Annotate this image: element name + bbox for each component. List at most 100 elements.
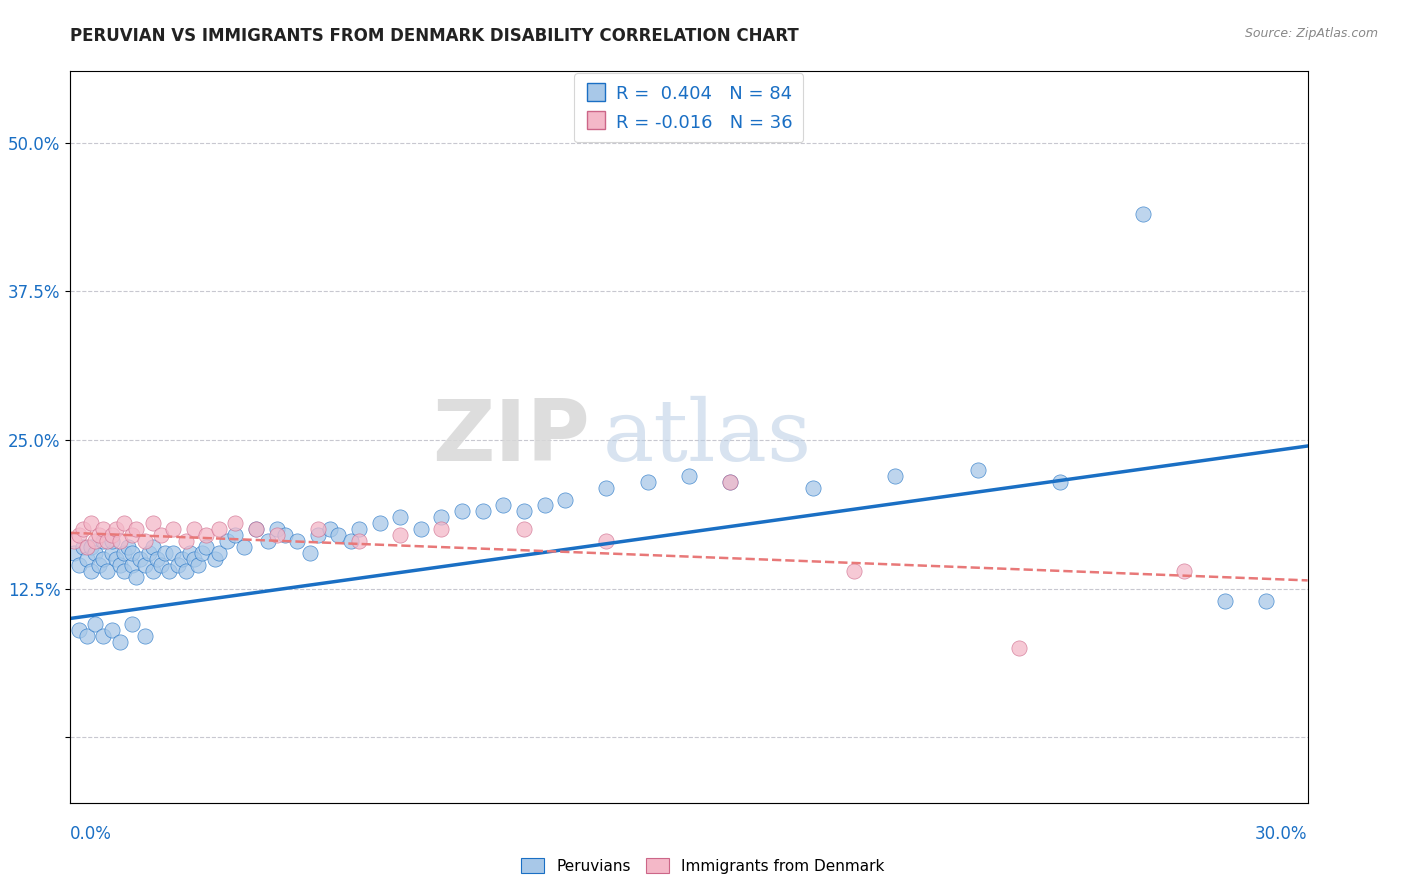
Point bbox=[232, 540, 254, 554]
Point bbox=[179, 546, 201, 560]
Point bbox=[266, 528, 288, 542]
Point bbox=[142, 516, 165, 531]
Point bbox=[63, 534, 86, 549]
Point bbox=[91, 629, 114, 643]
Point bbox=[1049, 475, 1071, 489]
Point bbox=[76, 552, 98, 566]
Point bbox=[307, 522, 329, 536]
Point bbox=[80, 516, 103, 531]
Point bbox=[842, 564, 865, 578]
Point bbox=[409, 522, 432, 536]
Point bbox=[80, 540, 103, 554]
Legend: R =  0.404   N = 84, R = -0.016   N = 36: R = 0.404 N = 84, R = -0.016 N = 36 bbox=[575, 73, 803, 143]
Point bbox=[285, 534, 308, 549]
Point bbox=[76, 540, 98, 554]
Point bbox=[84, 617, 107, 632]
Point bbox=[245, 522, 267, 536]
Point bbox=[89, 528, 111, 542]
Point bbox=[121, 528, 143, 542]
Point bbox=[451, 504, 474, 518]
Point bbox=[72, 522, 94, 536]
Point bbox=[117, 540, 139, 554]
Point bbox=[67, 558, 90, 572]
Point bbox=[162, 522, 184, 536]
Point bbox=[637, 475, 659, 489]
Point bbox=[224, 516, 246, 531]
Point bbox=[204, 552, 226, 566]
Point bbox=[84, 534, 107, 549]
Point bbox=[142, 564, 165, 578]
Point bbox=[430, 522, 453, 536]
Point bbox=[513, 504, 536, 518]
Point bbox=[1173, 564, 1195, 578]
Point bbox=[91, 552, 114, 566]
Point bbox=[554, 492, 576, 507]
Point bbox=[307, 528, 329, 542]
Point bbox=[884, 468, 907, 483]
Point bbox=[100, 546, 122, 560]
Point bbox=[63, 546, 86, 560]
Point bbox=[347, 522, 370, 536]
Point bbox=[215, 534, 238, 549]
Text: ZIP: ZIP bbox=[432, 395, 591, 479]
Point bbox=[150, 528, 173, 542]
Point bbox=[595, 481, 617, 495]
Point bbox=[224, 528, 246, 542]
Point bbox=[257, 534, 280, 549]
Point bbox=[191, 546, 214, 560]
Point bbox=[134, 558, 156, 572]
Point bbox=[100, 624, 122, 638]
Point bbox=[104, 552, 127, 566]
Point bbox=[112, 546, 135, 560]
Point bbox=[121, 546, 143, 560]
Point bbox=[108, 534, 131, 549]
Point bbox=[195, 528, 218, 542]
Point bbox=[208, 546, 231, 560]
Point bbox=[91, 534, 114, 549]
Point bbox=[966, 463, 988, 477]
Point bbox=[170, 552, 193, 566]
Point bbox=[108, 635, 131, 649]
Point bbox=[150, 558, 173, 572]
Point bbox=[195, 540, 218, 554]
Legend: Peruvians, Immigrants from Denmark: Peruvians, Immigrants from Denmark bbox=[515, 852, 891, 880]
Point bbox=[80, 564, 103, 578]
Point bbox=[84, 546, 107, 560]
Point bbox=[245, 522, 267, 536]
Point bbox=[67, 528, 90, 542]
Point bbox=[183, 522, 205, 536]
Point bbox=[72, 540, 94, 554]
Point bbox=[96, 534, 118, 549]
Point bbox=[174, 564, 197, 578]
Point bbox=[1256, 593, 1278, 607]
Text: 30.0%: 30.0% bbox=[1256, 825, 1308, 843]
Point bbox=[595, 534, 617, 549]
Point bbox=[67, 624, 90, 638]
Point bbox=[492, 499, 515, 513]
Point bbox=[298, 546, 321, 560]
Text: 0.0%: 0.0% bbox=[70, 825, 112, 843]
Point bbox=[138, 546, 160, 560]
Point bbox=[157, 564, 180, 578]
Point bbox=[166, 558, 188, 572]
Point bbox=[368, 516, 391, 531]
Point bbox=[430, 510, 453, 524]
Point bbox=[319, 522, 342, 536]
Point bbox=[1213, 593, 1236, 607]
Point bbox=[1008, 641, 1031, 656]
Point bbox=[129, 552, 152, 566]
Point bbox=[112, 516, 135, 531]
Point bbox=[718, 475, 741, 489]
Point bbox=[121, 617, 143, 632]
Point bbox=[134, 629, 156, 643]
Point bbox=[208, 522, 231, 536]
Point bbox=[533, 499, 555, 513]
Point bbox=[89, 558, 111, 572]
Point bbox=[266, 522, 288, 536]
Point bbox=[389, 510, 412, 524]
Point bbox=[718, 475, 741, 489]
Point bbox=[1132, 207, 1154, 221]
Point bbox=[125, 522, 148, 536]
Point bbox=[112, 564, 135, 578]
Point bbox=[347, 534, 370, 549]
